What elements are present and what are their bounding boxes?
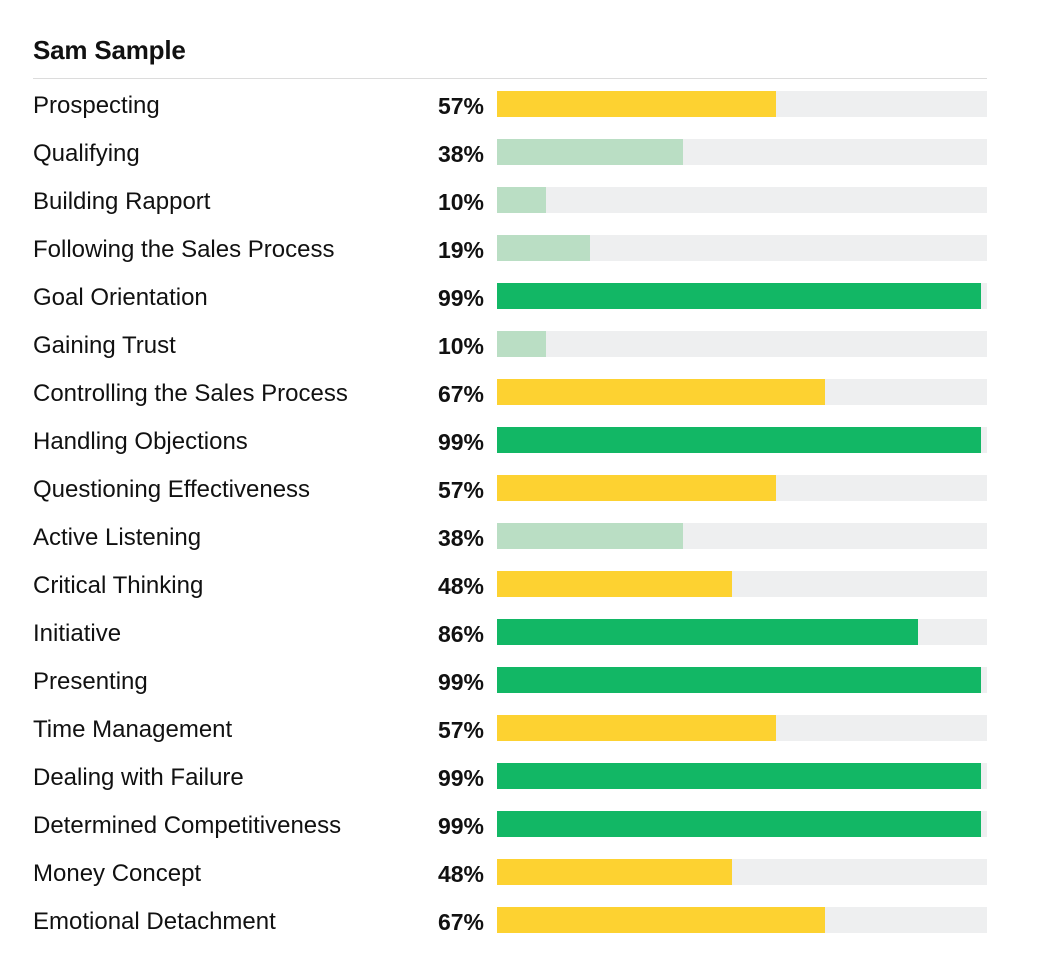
- skill-bar-chart: Prospecting 57% Qualifying 38% Building Rapp…: [33, 83, 987, 947]
- skill-label: Critical Thinking: [33, 572, 204, 599]
- skill-percent-label: 86%: [437, 621, 484, 647]
- skill-row: Controlling the Sales Process 67%: [33, 371, 987, 419]
- skill-percent-label: 99%: [437, 285, 484, 311]
- skill-row: Time Management 57%: [33, 707, 987, 755]
- skill-bar-track: [497, 571, 987, 597]
- skill-label: Controlling the Sales Process: [33, 380, 348, 407]
- skill-bar: [497, 571, 732, 597]
- skill-bar-track: [497, 331, 987, 357]
- skill-bar: [497, 475, 776, 501]
- skill-bar-track: [497, 187, 987, 213]
- skill-bar-track: [497, 907, 987, 933]
- skill-row: Active Listening 38%: [33, 515, 987, 563]
- skill-percent-label: 99%: [437, 429, 484, 455]
- skill-row: Critical Thinking 48%: [33, 563, 987, 611]
- skill-label: Qualifying: [33, 140, 140, 167]
- skill-row: Building Rapport 10%: [33, 179, 987, 227]
- skill-bar: [497, 763, 981, 789]
- skill-bar: [497, 667, 981, 693]
- skill-bar-track: [497, 235, 987, 261]
- skill-bar-track: [497, 139, 987, 165]
- skill-bar: [497, 331, 546, 357]
- skill-row: Dealing with Failure 99%: [33, 755, 987, 803]
- skill-percent-label: 38%: [437, 525, 484, 551]
- skill-bar: [497, 91, 776, 117]
- skill-bar-track: [497, 667, 987, 693]
- skill-bar: [497, 235, 590, 261]
- skill-bar: [497, 523, 683, 549]
- skill-label: Prospecting: [33, 92, 160, 119]
- skill-bar: [497, 619, 918, 645]
- skill-label: Emotional Detachment: [33, 908, 276, 935]
- skill-row: Handling Objections 99%: [33, 419, 987, 467]
- skill-bar-track: [497, 475, 987, 501]
- skill-label: Initiative: [33, 620, 122, 647]
- skill-percent-label: 99%: [437, 765, 484, 791]
- skill-percent-label: 57%: [437, 477, 484, 503]
- skill-row: Determined Competitiveness 99%: [33, 803, 987, 851]
- skill-row: Following the Sales Process 19%: [33, 227, 987, 275]
- skill-row: Emotional Detachment 67%: [33, 899, 987, 947]
- report-title: Sam Sample: [33, 35, 186, 65]
- skill-bar: [497, 187, 546, 213]
- skill-percent-label: 57%: [437, 717, 484, 743]
- skill-bar-track: [497, 811, 987, 837]
- skill-bar: [497, 139, 683, 165]
- skill-bar: [497, 427, 981, 453]
- skill-bar-track: [497, 523, 987, 549]
- skill-row: Prospecting 57%: [33, 83, 987, 131]
- skill-row: Money Concept 48%: [33, 851, 987, 899]
- skill-bar-track: [497, 379, 987, 405]
- skill-label: Determined Competitiveness: [33, 812, 342, 839]
- skill-label: Questioning Effectiveness: [33, 476, 311, 503]
- skill-bar-track: [497, 715, 987, 741]
- skill-row: Presenting 99%: [33, 659, 987, 707]
- skill-bar: [497, 859, 732, 885]
- skill-row: Goal Orientation 99%: [33, 275, 987, 323]
- title-divider: [33, 78, 987, 79]
- skill-bar: [497, 715, 776, 741]
- skill-bar: [497, 379, 825, 405]
- skill-label: Money Concept: [33, 860, 202, 887]
- skill-label: Goal Orientation: [33, 284, 208, 311]
- skill-row: Gaining Trust 10%: [33, 323, 987, 371]
- skill-percent-label: 19%: [437, 237, 484, 263]
- skill-bar: [497, 907, 825, 933]
- skill-label: Gaining Trust: [33, 332, 176, 359]
- skill-percent-label: 10%: [437, 189, 484, 215]
- skill-bar-track: [497, 427, 987, 453]
- skill-percent-label: 67%: [437, 381, 484, 407]
- skill-percent-label: 99%: [437, 669, 484, 695]
- skill-bar-track: [497, 283, 987, 309]
- skill-bar-track: [497, 763, 987, 789]
- skill-label: Presenting: [33, 668, 148, 695]
- skill-label: Active Listening: [33, 524, 202, 551]
- skill-bar: [497, 811, 981, 837]
- skill-percent-label: 10%: [437, 333, 484, 359]
- skill-label: Following the Sales Process: [33, 236, 335, 263]
- skill-label: Building Rapport: [33, 188, 211, 215]
- skill-row: Initiative 86%: [33, 611, 987, 659]
- skill-row: Qualifying 38%: [33, 131, 987, 179]
- skill-percent-label: 99%: [437, 813, 484, 839]
- skill-percent-label: 57%: [437, 93, 484, 119]
- skill-bar-track: [497, 91, 987, 117]
- skill-row: Questioning Effectiveness 57%: [33, 467, 987, 515]
- skill-bar-track: [497, 619, 987, 645]
- skill-percent-label: 48%: [437, 861, 484, 887]
- skill-percent-label: 67%: [437, 909, 484, 935]
- skill-bar: [497, 283, 981, 309]
- skill-label: Time Management: [33, 716, 233, 743]
- skill-percent-label: 38%: [437, 141, 484, 167]
- skill-bar-track: [497, 859, 987, 885]
- skill-label: Handling Objections: [33, 428, 248, 455]
- skill-label: Dealing with Failure: [33, 764, 244, 791]
- skill-percent-label: 48%: [437, 573, 484, 599]
